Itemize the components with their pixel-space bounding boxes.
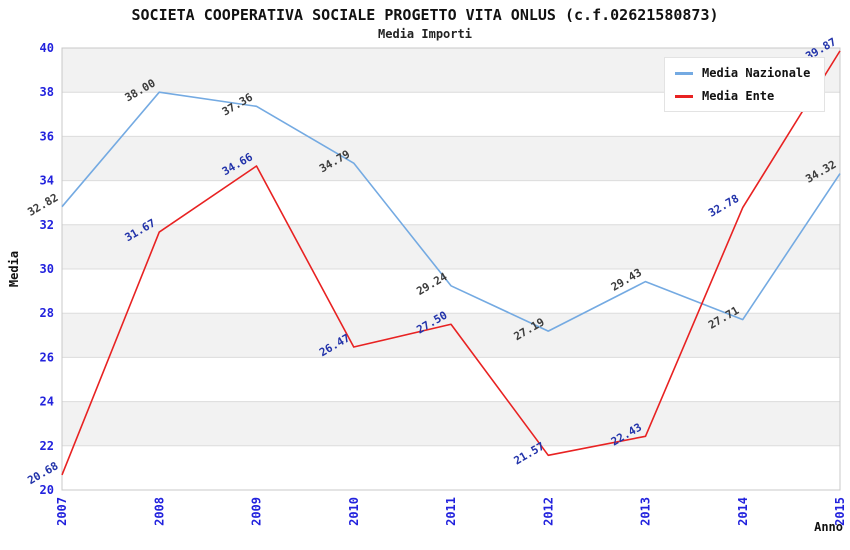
x-axis-title: Anno [814, 520, 843, 534]
legend: Media Nazionale Media Ente [664, 57, 826, 112]
x-tick-label: 2011 [444, 497, 458, 526]
background-band [62, 313, 840, 358]
plot-border [61, 47, 841, 491]
y-tick-label: 38 [40, 85, 54, 99]
background-band [62, 136, 840, 181]
data-label: 32.82 [25, 191, 60, 219]
y-tick-label: 22 [40, 439, 54, 453]
legend-label: Media Nazionale [702, 66, 811, 80]
y-tick-label: 30 [40, 262, 54, 276]
x-tick-label: 2013 [639, 497, 653, 526]
y-tick-label: 32 [40, 218, 54, 232]
y-tick-label: 36 [40, 129, 54, 143]
y-tick-label: 40 [40, 41, 54, 55]
chart-subtitle: Media Importi [378, 27, 472, 41]
y-tick-label: 34 [40, 174, 54, 188]
y-tick-label: 20 [40, 483, 54, 497]
media-ente-line-swatch-icon [675, 94, 693, 98]
y-tick-label: 28 [40, 306, 54, 320]
legend-label: Media Ente [702, 89, 775, 103]
legend-item-media-nazionale: Media Nazionale [675, 66, 810, 80]
legend-item-media-ente: Media Ente [675, 89, 810, 103]
x-tick-label: 2015 [833, 497, 847, 526]
y-tick-label: 24 [40, 395, 54, 409]
x-tick-label: 2008 [152, 497, 166, 526]
x-tick-label: 2014 [736, 497, 750, 526]
x-tick-label: 2012 [541, 497, 555, 526]
x-tick-label: 2007 [55, 497, 69, 526]
y-tick-label: 26 [40, 350, 54, 364]
media-nazionale-line-swatch-icon [675, 71, 693, 75]
background-band [62, 224, 840, 269]
y-axis-title: Media [7, 251, 21, 287]
series-line-media-nazionale [61, 91, 841, 332]
series-line-media-ente [61, 50, 841, 476]
chart-title: SOCIETA COOPERATIVA SOCIALE PROGETTO VIT… [131, 6, 719, 24]
x-tick-label: 2009 [250, 497, 264, 526]
background-band [62, 401, 840, 446]
x-tick-label: 2010 [347, 497, 361, 526]
